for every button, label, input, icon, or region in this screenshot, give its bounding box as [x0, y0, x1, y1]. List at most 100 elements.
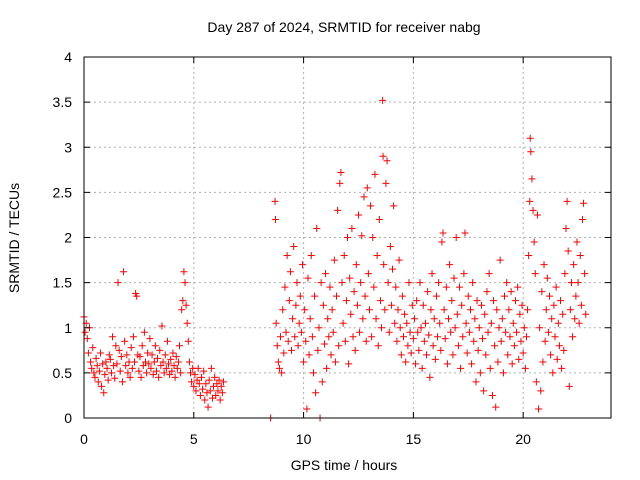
data-point: [323, 364, 331, 372]
data-point: [193, 376, 201, 384]
data-point: [128, 364, 136, 372]
data-point: [436, 319, 444, 327]
data-point: [190, 382, 198, 390]
data-point: [386, 243, 394, 251]
data-point: [105, 351, 113, 359]
data-point: [566, 306, 574, 314]
data-point: [375, 215, 383, 223]
data-point: [140, 328, 148, 336]
data-point: [294, 342, 302, 350]
data-point: [445, 315, 453, 323]
data-point: [550, 301, 558, 309]
data-point: [117, 353, 125, 361]
data-point: [434, 333, 442, 341]
data-point: [116, 367, 124, 375]
data-point: [344, 234, 351, 241]
data-point: [368, 333, 376, 341]
data-point: [155, 373, 163, 381]
data-point: [526, 134, 534, 142]
data-point: [359, 315, 367, 323]
data-point: [485, 270, 493, 278]
data-point: [442, 283, 450, 291]
data-point: [394, 306, 402, 314]
data-point: [283, 252, 291, 260]
data-point: [311, 292, 319, 300]
data-point: [169, 349, 177, 357]
data-point: [304, 274, 312, 282]
data-point: [104, 376, 112, 384]
data-point: [109, 333, 117, 341]
data-point: [435, 279, 443, 287]
x-tick-label: 20: [515, 431, 531, 447]
data-point: [156, 346, 164, 354]
data-point: [165, 360, 173, 368]
data-point: [318, 378, 326, 386]
data-point: [350, 288, 358, 296]
data-point: [182, 301, 190, 309]
data-point: [281, 283, 289, 291]
data-point: [123, 351, 131, 359]
data-point: [553, 355, 561, 363]
data-point: [325, 333, 333, 341]
data-point: [574, 279, 582, 287]
data-point: [547, 351, 555, 359]
data-point: [172, 353, 180, 361]
data-point: [577, 301, 585, 309]
data-point: [543, 274, 551, 282]
data-point: [576, 252, 584, 260]
data-point: [471, 315, 479, 323]
data-point: [507, 288, 515, 296]
axis-ticks: [83, 56, 611, 419]
data-point: [402, 358, 410, 366]
data-point: [328, 306, 336, 314]
data-point: [306, 315, 314, 323]
data-point: [398, 292, 406, 300]
data-point: [548, 315, 556, 323]
data-point: [451, 324, 459, 332]
data-point: [309, 369, 317, 377]
data-point: [501, 292, 509, 300]
data-point: [468, 360, 476, 368]
data-point: [385, 328, 393, 336]
data-point: [110, 362, 118, 370]
data-point: [503, 279, 511, 287]
data-point: [137, 373, 145, 381]
data-point: [138, 342, 146, 350]
data-point: [458, 301, 466, 309]
data-point: [484, 328, 492, 336]
data-point: [106, 355, 114, 363]
data-point: [141, 358, 149, 366]
data-point: [417, 324, 425, 332]
data-point: [582, 310, 590, 318]
data-point: [95, 367, 103, 375]
data-point: [570, 261, 578, 269]
data-point: [216, 396, 224, 404]
data-point: [558, 364, 566, 372]
data-point: [178, 306, 186, 314]
data-point: [206, 387, 214, 395]
data-point: [103, 364, 111, 372]
data-point: [382, 179, 390, 187]
data-point: [327, 351, 335, 359]
data-point: [460, 270, 468, 278]
y-tick-label: 4: [64, 49, 72, 65]
data-point: [412, 360, 420, 368]
data-point: [530, 238, 538, 246]
data-point: [322, 270, 330, 278]
data-point: [469, 279, 477, 287]
data-point: [424, 288, 432, 296]
data-point: [496, 256, 504, 264]
data-point: [439, 229, 447, 237]
y-tick-label: 2.5: [53, 184, 73, 200]
x-tick-label: 0: [80, 431, 88, 447]
data-point: [494, 358, 502, 366]
data-point: [540, 261, 548, 269]
data-point: [121, 337, 129, 345]
data-point: [177, 369, 185, 377]
data-point: [147, 364, 155, 372]
data-point: [453, 310, 461, 318]
data-point: [160, 369, 168, 377]
data-point: [389, 265, 397, 273]
data-point: [431, 355, 439, 363]
data-point: [337, 169, 345, 177]
